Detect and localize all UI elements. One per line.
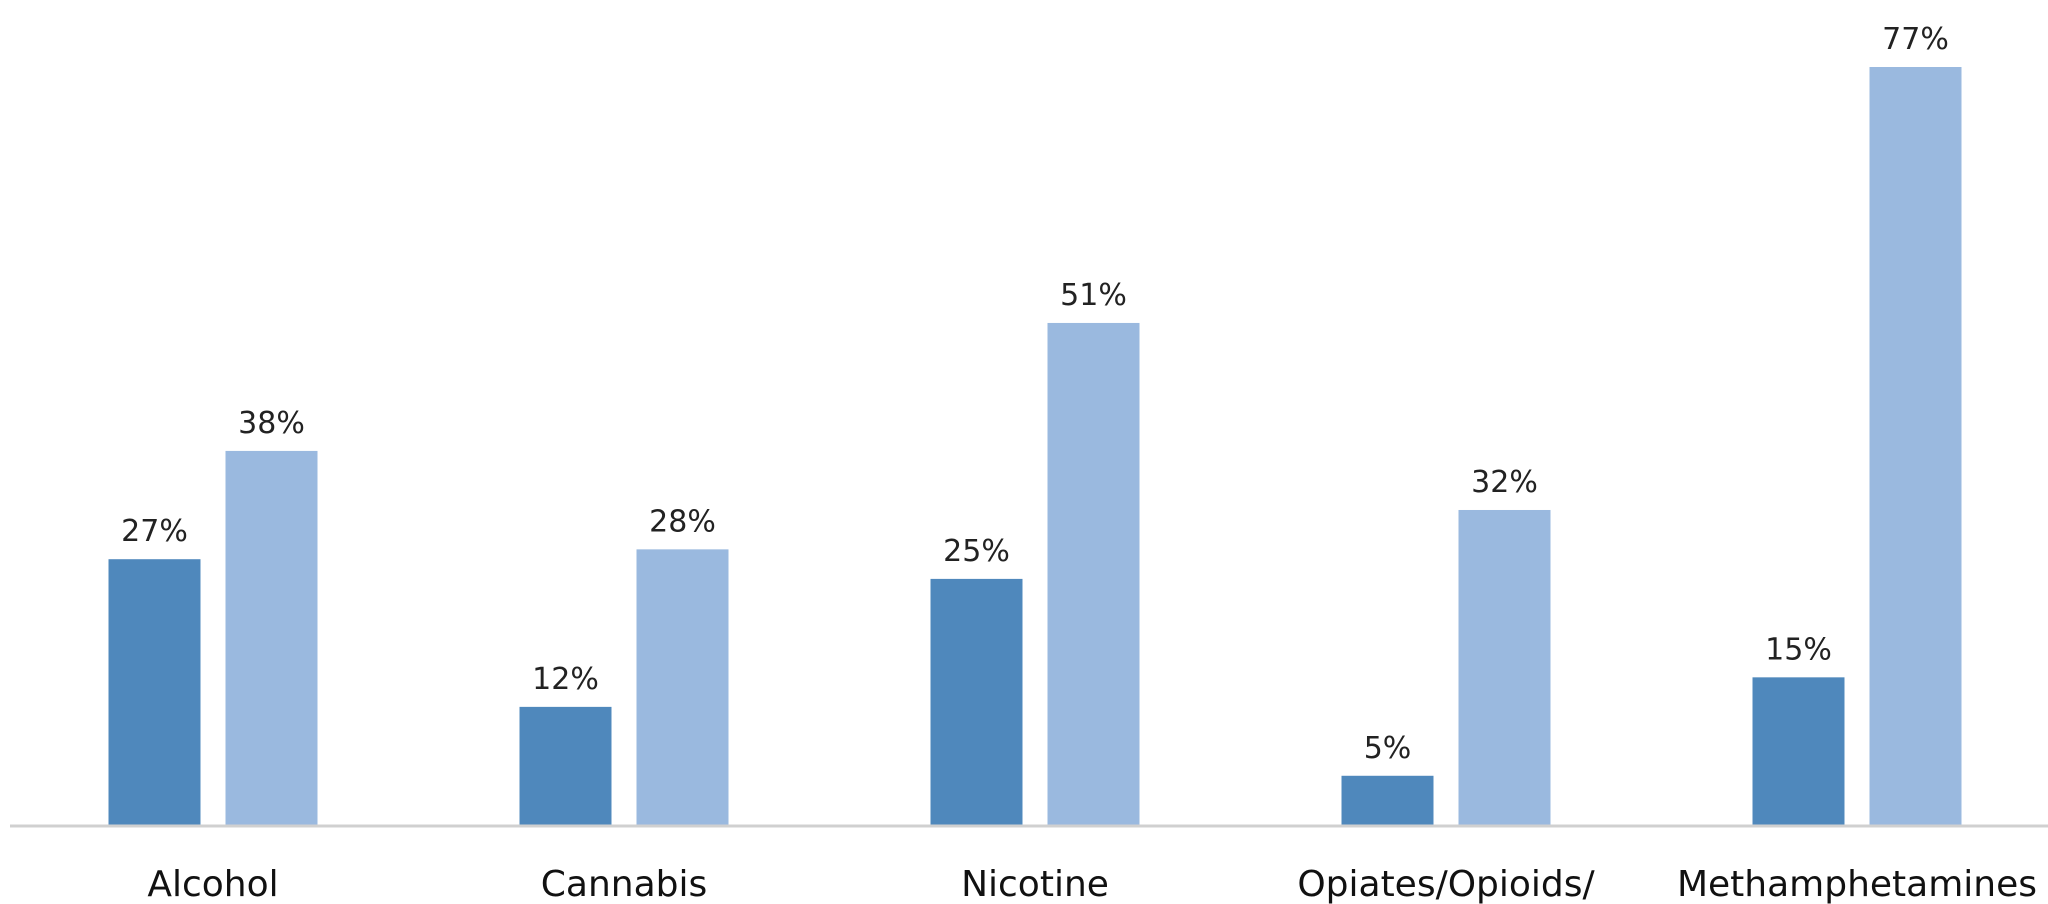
category-label: Cannabis — [541, 864, 708, 904]
category-label: Opiates/Opioids/ — [1297, 864, 1595, 904]
data-label: 77% — [1882, 22, 1949, 57]
bar-nicotine-series-2 — [1047, 322, 1140, 825]
bar-methamphetamines-series-1 — [1752, 677, 1845, 825]
bar-opiates-opioids-series-1 — [1341, 775, 1434, 825]
data-label: 12% — [532, 662, 599, 697]
data-label: 5% — [1364, 731, 1412, 766]
category-label: Methamphetamines — [1677, 864, 2037, 904]
data-label: 15% — [1765, 632, 1832, 667]
data-label: 25% — [943, 534, 1010, 569]
data-label: 28% — [649, 504, 716, 539]
data-label: 27% — [121, 514, 188, 549]
data-label: 32% — [1471, 465, 1538, 500]
bar-cannabis-series-2 — [636, 549, 729, 825]
bars-layer — [108, 67, 1962, 825]
category-labels-layer: Alcohol Cannabis Nicotine Opiates/Opioids/M… — [147, 864, 2037, 904]
category-label: Nicotine — [961, 864, 1109, 904]
bar-methamphetamines-series-2 — [1869, 67, 1962, 825]
bar-cannabis-series-1 — [519, 706, 612, 825]
data-labels-layer: 27% 38% 12% 28% 25% 51% 5% 32% 15% 77% — [121, 22, 1949, 766]
category-label: Alcohol — [147, 864, 278, 904]
data-label: 51% — [1060, 278, 1127, 313]
bar-nicotine-series-1 — [930, 578, 1023, 825]
bar-alcohol-series-1 — [108, 559, 201, 825]
data-label: 38% — [238, 406, 305, 441]
bar-opiates-opioids-series-2 — [1458, 509, 1551, 825]
bar-alcohol-series-2 — [225, 450, 318, 825]
